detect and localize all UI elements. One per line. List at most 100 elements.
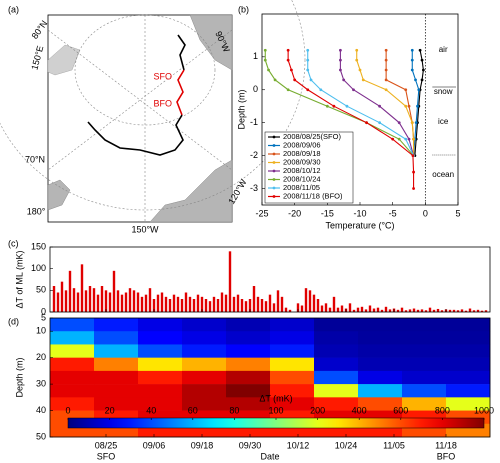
y-tick-label: 30 (36, 378, 46, 388)
profile-point (407, 104, 411, 108)
profile-point (378, 121, 381, 125)
axes-frame (49, 246, 491, 313)
y-tick-label: 20 (36, 352, 46, 362)
bar (144, 294, 148, 312)
heat-cell (402, 384, 447, 398)
drift-track (87, 114, 184, 156)
heat-cell (314, 357, 359, 372)
latitude-circle (74, 14, 216, 126)
heat-cell (50, 344, 95, 358)
y-axis-label: ΔT of ML (mK) (14, 250, 24, 308)
profile-point (384, 48, 388, 52)
legend-label: 2008/08/25(SFO) (283, 132, 341, 141)
bar (364, 309, 368, 312)
bar (456, 310, 460, 312)
colorbar-tick-label: 40 (146, 405, 156, 415)
heat-cell (226, 318, 271, 332)
lat-label: 80°N (30, 19, 50, 41)
heat-cell (314, 370, 359, 385)
heat-cell (182, 331, 227, 345)
legend-label: 2008/10/12 (283, 166, 321, 175)
heat-cell (270, 344, 315, 358)
heat-cell (402, 344, 447, 358)
heat-cell (402, 370, 447, 385)
x-tick-label: 5 (455, 208, 460, 218)
bar (240, 299, 244, 312)
bar (80, 264, 84, 312)
layer-label: ice (438, 117, 449, 126)
heat-cell (182, 357, 227, 372)
colorbar-tick-label: 60 (188, 405, 198, 415)
x-tick-label: 09/06 (143, 440, 166, 450)
bar (380, 309, 384, 312)
bar (300, 305, 304, 312)
heat-cell (402, 331, 447, 345)
bar (432, 309, 436, 312)
heat-cell (314, 344, 359, 358)
heat-cell (402, 397, 447, 411)
bar (208, 301, 212, 312)
profile-point (412, 170, 415, 174)
bar (112, 270, 116, 312)
heat-cell (270, 384, 315, 398)
heat-cell (226, 357, 271, 372)
heat-cell (270, 397, 315, 411)
bar (420, 309, 424, 312)
profile-point (273, 78, 277, 82)
bar (104, 290, 108, 312)
bar (72, 288, 76, 312)
heat-cell (226, 344, 271, 358)
profile-point (306, 48, 310, 52)
bar (348, 303, 352, 312)
y-tick-label: 1 (253, 51, 258, 61)
profile-point (306, 68, 310, 72)
legend-marker (272, 178, 276, 181)
bar (228, 251, 232, 312)
colorbar-label: ΔT (mK) (259, 393, 292, 403)
bar (216, 299, 220, 312)
bar (440, 310, 444, 312)
bar (480, 310, 484, 312)
heat-cell (182, 384, 227, 398)
panel-label: (b) (238, 4, 249, 14)
bar (148, 288, 152, 312)
bar (260, 299, 264, 312)
profile-point (339, 48, 342, 52)
profile-point (309, 78, 313, 82)
bar (312, 294, 316, 312)
heat-cell (50, 397, 95, 411)
heat-cell (446, 397, 491, 411)
bar (248, 299, 252, 312)
legend-marker (272, 161, 276, 164)
x-tick-label: -5 (389, 208, 397, 218)
heat-cell (50, 318, 95, 332)
bar (176, 296, 180, 312)
bar (56, 292, 60, 312)
profile-point (286, 48, 290, 52)
bar (52, 286, 56, 312)
lon-label: 180° (27, 206, 46, 216)
legend-label: 2008/11/18 (BFO) (283, 191, 343, 200)
x-tick-label: -15 (321, 208, 334, 218)
heat-cell (138, 331, 183, 345)
heat-cell (94, 357, 139, 372)
heat-cell (182, 344, 227, 358)
bar (132, 290, 136, 312)
profile-point (412, 137, 415, 141)
bar (476, 309, 480, 312)
profile-point (358, 68, 362, 72)
colorbar-tick-label: 100 (268, 405, 283, 415)
heat-cell (50, 331, 95, 345)
profile-point (339, 58, 342, 62)
profile-point (293, 78, 297, 82)
bar (372, 308, 376, 312)
heat-cell (50, 357, 95, 372)
legend-marker (272, 144, 276, 147)
y-tick-label: 50 (36, 431, 46, 441)
panel-label: (a) (8, 4, 19, 14)
heat-cell (358, 357, 403, 372)
bar (448, 309, 452, 312)
profile-point (384, 68, 388, 72)
y-tick-label: -3 (250, 183, 258, 193)
